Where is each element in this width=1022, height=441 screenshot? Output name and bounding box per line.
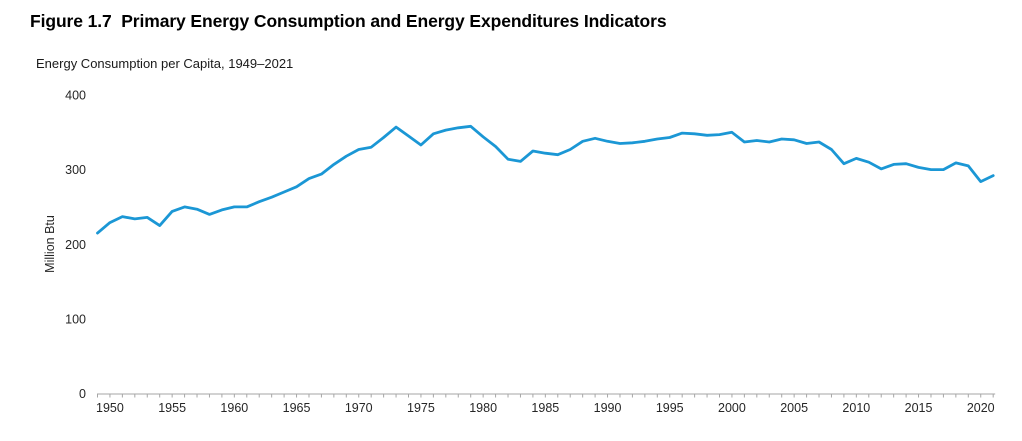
x-tick-label: 1950 xyxy=(96,401,124,415)
consumption-line-series xyxy=(96,124,995,235)
x-tick-label: 1970 xyxy=(345,401,373,415)
y-tick-label: 0 xyxy=(79,387,86,401)
x-tick-label: 1980 xyxy=(469,401,497,415)
x-tick-label: 2015 xyxy=(905,401,933,415)
x-tick-label: 1985 xyxy=(531,401,559,415)
x-tick-label: 2020 xyxy=(967,401,995,415)
x-tick-label: 2000 xyxy=(718,401,746,415)
x-tick-label: 2005 xyxy=(780,401,808,415)
x-tick-label: 1960 xyxy=(220,401,248,415)
chart-subtitle: Energy Consumption per Capita, 1949–2021 xyxy=(36,56,294,71)
y-tick-label: 300 xyxy=(65,163,86,177)
y-tick-label: 100 xyxy=(65,312,86,326)
y-tick-label: 200 xyxy=(65,238,86,252)
x-tick-label: 1995 xyxy=(656,401,684,415)
x-tick-label: 1955 xyxy=(158,401,186,415)
x-tick-label: 1990 xyxy=(594,401,622,415)
x-tick-label: 1965 xyxy=(283,401,311,415)
x-tick-label: 2010 xyxy=(842,401,870,415)
figure-title: Figure 1.7 Primary Energy Consumption an… xyxy=(30,11,667,31)
y-axis-title: Million Btu xyxy=(43,215,57,273)
x-tick-label: 1975 xyxy=(407,401,435,415)
y-tick-label: 400 xyxy=(65,89,86,103)
